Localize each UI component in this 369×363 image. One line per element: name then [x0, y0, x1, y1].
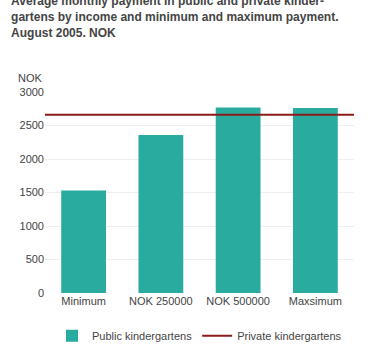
svg-text:2000: 2000	[20, 153, 44, 165]
svg-text:1500: 1500	[20, 186, 44, 198]
svg-text:500: 500	[26, 253, 44, 265]
svg-text:Average monthly payment in pub: Average monthly payment in public and pr…	[11, 0, 338, 40]
svg-text:0: 0	[38, 287, 44, 299]
svg-text:3000: 3000	[20, 86, 44, 98]
svg-text:2500: 2500	[20, 119, 44, 131]
svg-text:Private kindergartens: Private kindergartens	[237, 330, 341, 342]
svg-text:Public kindergartens: Public kindergartens	[92, 330, 192, 342]
svg-text:Maxsimum: Maxsimum	[289, 295, 342, 307]
svg-text:1000: 1000	[20, 220, 44, 232]
svg-text:NOK 250000: NOK 250000	[129, 295, 193, 307]
svg-text:NOK: NOK	[18, 72, 43, 84]
svg-text:Minimum: Minimum	[61, 295, 106, 307]
svg-text:NOK 500000: NOK 500000	[206, 295, 270, 307]
